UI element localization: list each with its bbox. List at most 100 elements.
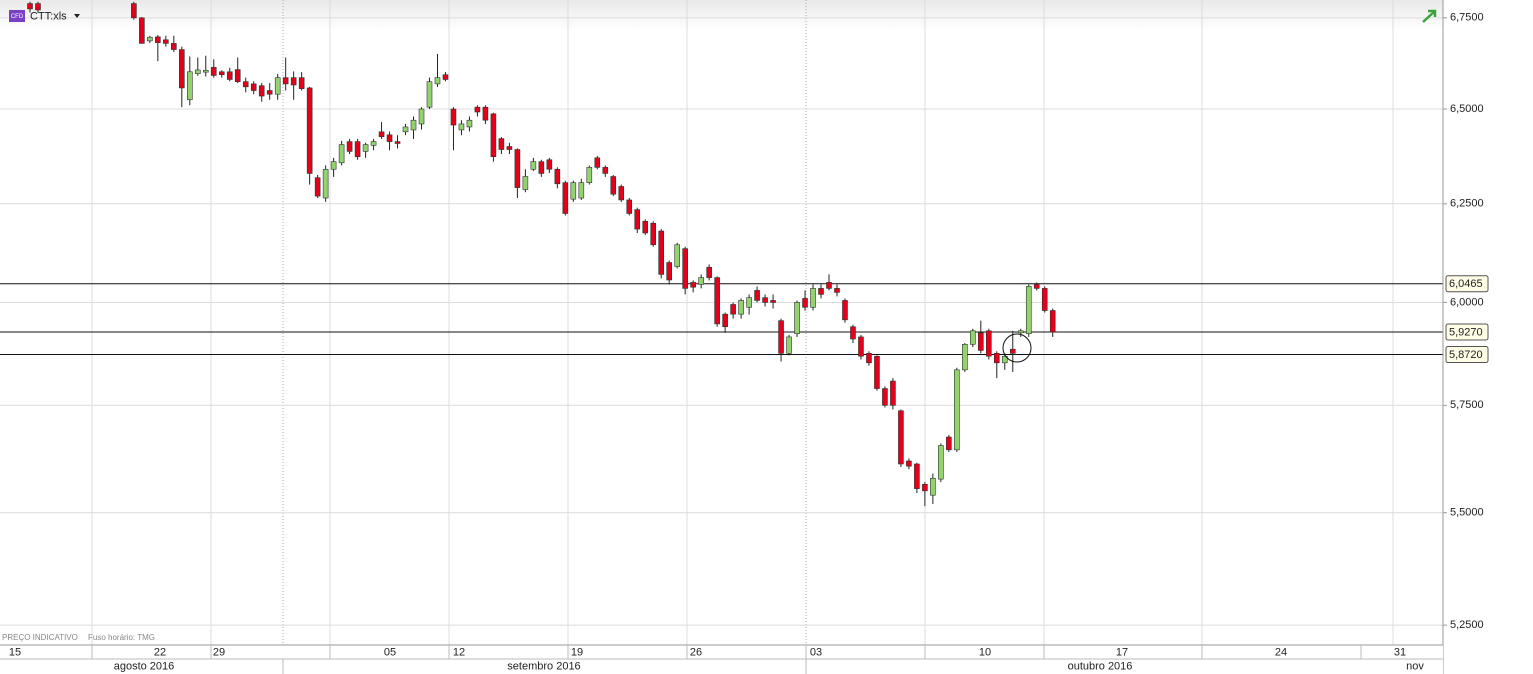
candle-body xyxy=(818,288,824,295)
candle-body xyxy=(882,388,888,406)
candle-body xyxy=(418,108,425,125)
x-day-label: 05 xyxy=(384,646,396,658)
candle-body xyxy=(946,436,952,451)
y-tick-label: 6,7500 xyxy=(1450,12,1484,24)
candle-body xyxy=(370,141,377,146)
candle-body xyxy=(330,161,337,170)
candle-body xyxy=(202,70,209,73)
candle-body xyxy=(27,3,33,10)
candle-body xyxy=(282,77,289,85)
candle-body xyxy=(258,85,265,97)
candle-body xyxy=(187,71,193,101)
x-month-label: outubro 2016 xyxy=(1068,660,1133,672)
level-label: 5,8720 xyxy=(1449,349,1483,361)
x-month-label: setembro 2016 xyxy=(507,660,580,672)
candle-body xyxy=(242,81,249,88)
candle-body xyxy=(250,83,257,91)
candle-body xyxy=(698,277,704,285)
level-label: 6,0465 xyxy=(1449,278,1483,290)
candle-body xyxy=(394,141,401,144)
level-label: 5,9270 xyxy=(1449,326,1483,338)
candle-body xyxy=(155,36,161,43)
x-day-label: 15 xyxy=(9,646,21,658)
candle-body xyxy=(794,302,800,334)
candle-body xyxy=(954,369,960,451)
candle-body xyxy=(218,71,225,76)
candle-body xyxy=(298,77,305,89)
candle-body xyxy=(362,144,369,152)
candle-body xyxy=(938,445,944,480)
candle-body xyxy=(538,161,545,174)
candle-body xyxy=(690,282,696,288)
candle-body xyxy=(642,220,649,234)
candle-body xyxy=(354,141,361,158)
candle-body xyxy=(970,330,976,345)
candle-body xyxy=(906,460,912,467)
candle-body xyxy=(738,300,744,315)
candle-body xyxy=(434,77,441,85)
x-day-label: 03 xyxy=(810,646,822,658)
candle-body xyxy=(410,119,417,131)
candle-body xyxy=(778,320,784,354)
candle-body xyxy=(266,90,273,95)
grid xyxy=(0,0,1443,645)
candle-body xyxy=(210,67,217,76)
candle-body xyxy=(274,77,281,95)
symbol[interactable]: CTT:xls xyxy=(30,10,67,22)
candle-body xyxy=(498,138,505,150)
candle-body xyxy=(346,141,353,152)
candle-body xyxy=(1017,330,1024,334)
y-tick-label: 6,5000 xyxy=(1450,103,1484,115)
candle-body xyxy=(602,167,609,174)
symbol-dropdown[interactable] xyxy=(74,14,80,18)
candle-body xyxy=(306,87,313,174)
candle-body xyxy=(826,282,832,289)
x-day-label: 17 xyxy=(1116,646,1128,658)
candle-body xyxy=(1033,284,1040,289)
candle-body xyxy=(746,297,752,308)
candle-body xyxy=(458,123,465,131)
candle-body xyxy=(482,106,489,121)
candle-body xyxy=(562,182,569,214)
candle-body xyxy=(506,146,513,150)
candle-body xyxy=(322,168,329,199)
candle-body xyxy=(618,186,625,201)
candle-body xyxy=(842,300,848,321)
candle-body xyxy=(634,209,641,230)
candle-body xyxy=(594,157,601,168)
candle-body xyxy=(290,77,297,86)
candle-body xyxy=(546,159,553,170)
candle-body xyxy=(626,199,633,214)
candle-body xyxy=(834,288,840,293)
x-day-label: 19 xyxy=(571,646,583,658)
candle-body xyxy=(490,113,497,158)
candle-body xyxy=(1001,355,1008,364)
candle-body xyxy=(730,304,736,315)
candle-body xyxy=(1009,348,1016,354)
candle-body xyxy=(171,43,177,50)
x-day-label: 29 xyxy=(213,646,225,658)
y-tick-label: 6,2500 xyxy=(1450,198,1484,210)
symbol-badge[interactable] xyxy=(9,10,25,22)
candle-body xyxy=(674,244,680,267)
candle-body xyxy=(682,248,688,289)
candle-body xyxy=(426,81,433,108)
candle-body xyxy=(338,144,345,164)
candle-body xyxy=(131,3,137,19)
candle-body xyxy=(850,326,856,340)
candle-body xyxy=(514,149,521,188)
candle-body xyxy=(985,330,992,357)
level-label-box xyxy=(1445,275,1489,293)
level-label-box xyxy=(1445,346,1489,364)
candle-body xyxy=(786,336,792,354)
candle-body xyxy=(179,49,185,89)
candle-body xyxy=(762,297,768,303)
candle-body xyxy=(890,380,896,406)
x-day-label: 10 xyxy=(979,646,991,658)
candle-body xyxy=(978,332,984,351)
candle-body xyxy=(1025,286,1032,334)
candle-body xyxy=(226,71,233,80)
candle-body xyxy=(754,290,760,301)
candle-body xyxy=(139,17,145,44)
candle-body xyxy=(666,262,673,281)
